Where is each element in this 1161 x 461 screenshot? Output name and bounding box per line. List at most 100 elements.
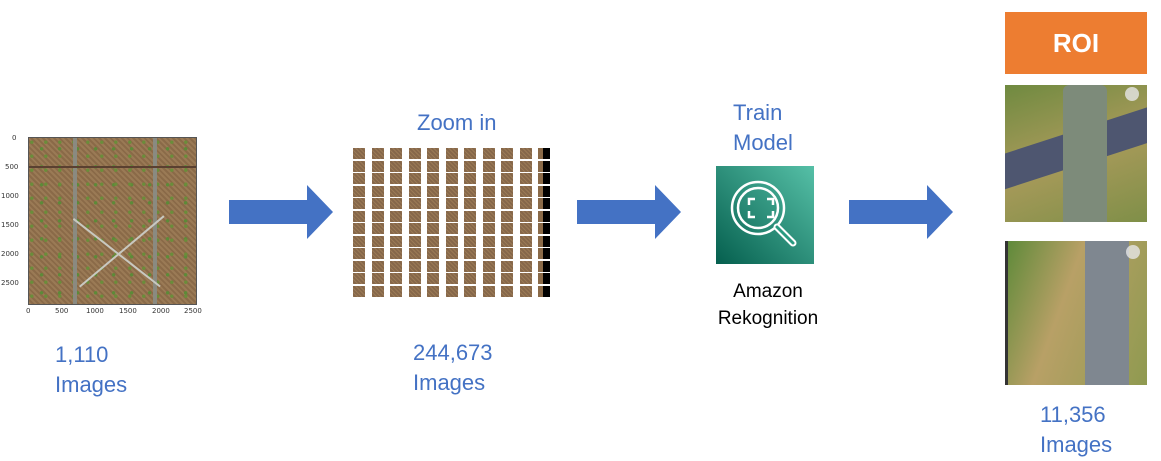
image-tile	[371, 160, 384, 172]
image-tile	[482, 148, 495, 159]
image-tile	[519, 210, 532, 222]
image-tile	[408, 148, 421, 159]
image-tile	[353, 273, 365, 284]
image-tile	[482, 198, 495, 209]
image-tile	[390, 260, 402, 272]
arrow-right-icon	[229, 185, 333, 239]
image-tile	[445, 235, 458, 247]
image-tile	[538, 223, 550, 234]
image-tile	[353, 248, 365, 259]
image-tile	[408, 248, 421, 259]
image-tile	[501, 273, 513, 284]
image-tile	[519, 173, 532, 184]
image-tile	[445, 248, 458, 259]
image-tile	[482, 273, 495, 284]
image-tile	[538, 148, 550, 159]
image-tile	[427, 173, 439, 184]
image-tile	[390, 160, 402, 172]
image-tile	[538, 173, 550, 184]
image-tile	[390, 285, 402, 297]
image-tile	[390, 210, 402, 222]
image-tile	[408, 235, 421, 247]
image-tile	[427, 148, 439, 159]
image-tile	[427, 160, 439, 172]
image-tile	[501, 173, 513, 184]
image-tile	[427, 210, 439, 222]
image-tile	[408, 210, 421, 222]
image-tile	[390, 173, 402, 184]
image-tile	[390, 235, 402, 247]
image-tile	[519, 260, 532, 272]
image-tile	[501, 248, 513, 259]
image-tile	[519, 285, 532, 297]
magnifier-focus-icon	[730, 180, 797, 247]
image-tile	[445, 223, 458, 234]
image-tile	[390, 198, 402, 209]
image-tile	[445, 173, 458, 184]
image-tile	[371, 273, 384, 284]
image-tile	[482, 235, 495, 247]
image-tile	[353, 148, 365, 159]
y-tick: 0	[12, 134, 17, 142]
image-tile	[371, 260, 384, 272]
image-tile	[390, 273, 402, 284]
image-tile	[390, 223, 402, 234]
stage4-count: 11,356 Images	[1040, 402, 1113, 457]
image-tile	[371, 285, 384, 297]
zoom-in-title: Zoom in	[417, 110, 497, 135]
image-tile	[371, 210, 384, 222]
y-tick: 500	[5, 163, 19, 171]
image-tile	[519, 148, 532, 159]
image-tile	[371, 235, 384, 247]
image-tile	[445, 210, 458, 222]
image-tile	[501, 223, 513, 234]
stage2-count: 244,673 Images	[413, 340, 493, 395]
image-tile	[427, 185, 439, 197]
roi-image	[1005, 85, 1147, 222]
roi-badge: ROI	[1005, 12, 1147, 74]
image-tile	[501, 160, 513, 172]
image-tile	[501, 148, 513, 159]
x-tick: 500	[55, 307, 69, 315]
x-tick: 1000	[86, 307, 104, 315]
image-tile	[353, 223, 365, 234]
image-tile	[501, 235, 513, 247]
image-tile	[408, 285, 421, 297]
image-tile	[371, 223, 384, 234]
x-tick: 2500	[184, 307, 202, 315]
image-tile	[519, 273, 532, 284]
image-tile	[353, 185, 365, 197]
arrow-right-icon	[577, 185, 681, 239]
image-tile	[445, 260, 458, 272]
image-tile	[482, 160, 495, 172]
image-tile	[482, 223, 495, 234]
image-tile	[464, 148, 476, 159]
image-tile	[464, 223, 476, 234]
image-tile	[408, 273, 421, 284]
image-tile	[501, 185, 513, 197]
rekognition-logo	[716, 166, 814, 264]
image-tile	[427, 285, 439, 297]
image-tile	[482, 285, 495, 297]
image-tile	[464, 198, 476, 209]
image-tile	[501, 260, 513, 272]
image-tile	[445, 273, 458, 284]
image-tile	[353, 285, 365, 297]
image-tile	[371, 248, 384, 259]
image-tile	[408, 198, 421, 209]
image-tile	[538, 285, 550, 297]
image-tile	[445, 148, 458, 159]
image-tile	[519, 185, 532, 197]
image-tile	[501, 285, 513, 297]
image-tile	[464, 210, 476, 222]
y-tick: 2500	[1, 279, 19, 287]
image-tile	[538, 248, 550, 259]
image-tile	[371, 148, 384, 159]
image-tile	[427, 273, 439, 284]
image-tile	[353, 235, 365, 247]
source-image-plot: 0 500 1000 1500 2000 2500 0 500 1000 150…	[0, 125, 210, 320]
x-tick: 1500	[119, 307, 137, 315]
image-tile	[519, 223, 532, 234]
image-tile	[501, 210, 513, 222]
image-tile	[519, 198, 532, 209]
